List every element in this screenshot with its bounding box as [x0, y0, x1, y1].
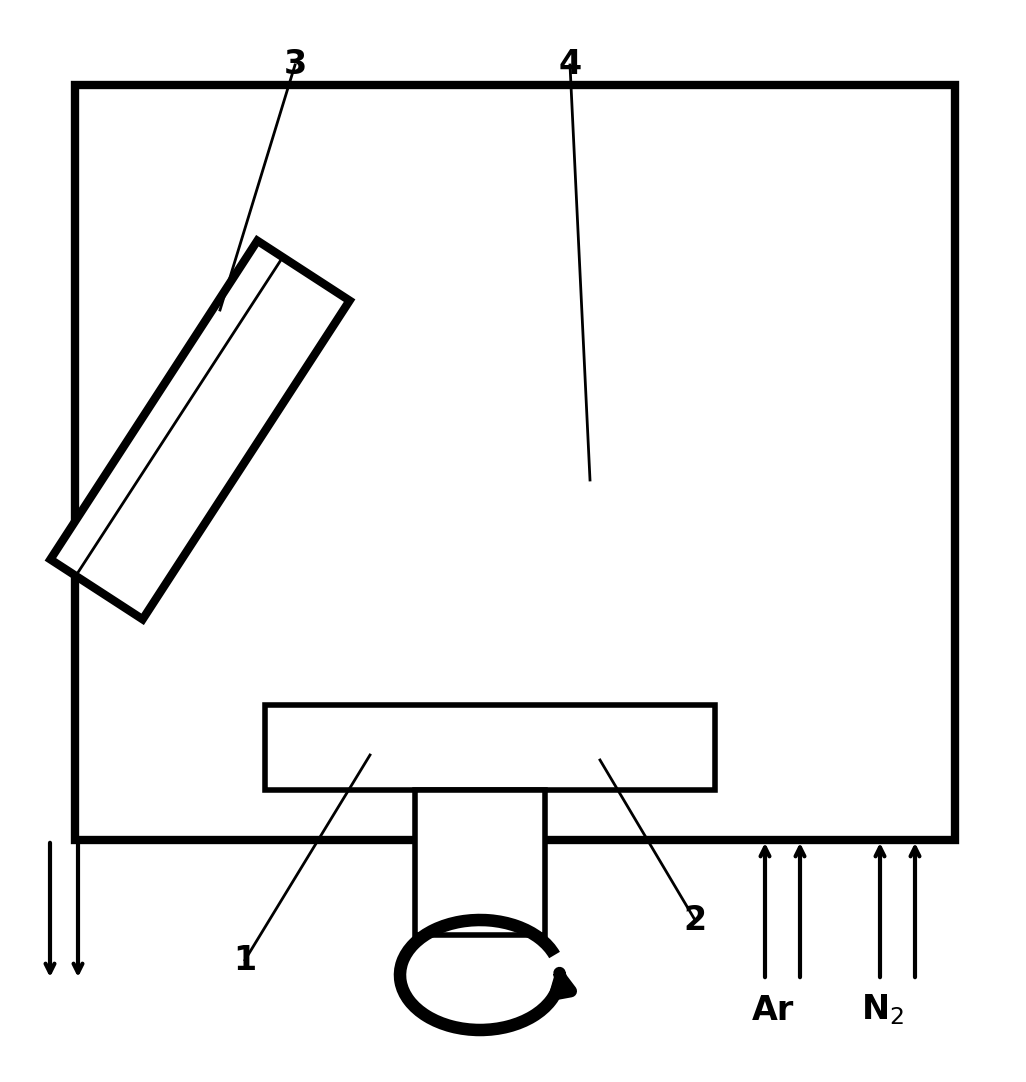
Text: N$_2$: N$_2$	[861, 992, 904, 1027]
Bar	[75, 85, 955, 840]
Bar	[265, 705, 715, 790]
Text: Ar: Ar	[752, 993, 794, 1027]
Text: 1: 1	[234, 944, 256, 976]
Polygon shape	[50, 240, 350, 619]
Text: 3: 3	[283, 49, 307, 81]
Text: 4: 4	[558, 49, 582, 81]
Text: 2: 2	[683, 903, 707, 937]
Bar	[415, 790, 545, 935]
